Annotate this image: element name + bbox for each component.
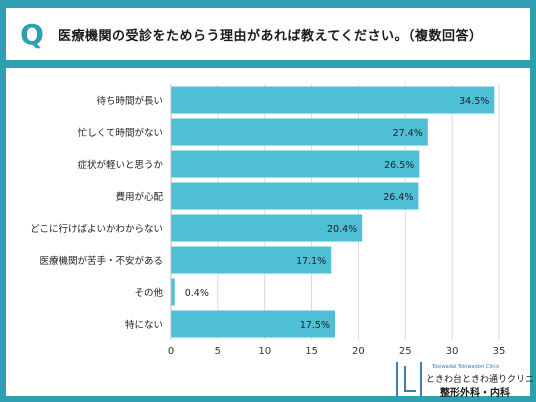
x-tick-label: 25: [399, 346, 412, 357]
chart-title: 医療機関の受診をためらう理由があれば教えてください。（複数回答）: [58, 28, 483, 44]
x-tick-label: 5: [215, 346, 221, 357]
bar: [171, 246, 332, 274]
bar: [171, 214, 363, 242]
value-label: 26.5%: [384, 160, 414, 171]
category-label: どこに行けばよいかわからない: [30, 223, 163, 235]
x-tick-label: 35: [493, 346, 506, 357]
x-tick-label: 10: [258, 346, 271, 357]
value-label: 17.5%: [300, 320, 330, 331]
value-label: 17.1%: [296, 256, 326, 267]
clinic-name: ときわ台ときわ通りクリニック: [426, 375, 536, 385]
clinic-department: 整形外科・内科: [440, 388, 510, 399]
x-tick-label: 0: [168, 346, 174, 357]
x-tick-label: 15: [305, 346, 318, 357]
category-label: その他: [134, 287, 163, 299]
bar: [171, 182, 419, 210]
bar: [171, 310, 335, 338]
clinic-name-en: Tokiwadai Tokiwadori Clinic: [432, 364, 500, 370]
category-label: 費用が心配: [115, 191, 163, 203]
category-label: 症状が軽いと思うか: [77, 159, 163, 171]
bar: [171, 118, 428, 146]
bar: [171, 278, 175, 306]
clinic-logo: Tokiwadai Tokiwadori Clinic ときわ台ときわ通りクリニ…: [396, 362, 536, 402]
category-label: 待ち時間が長い: [96, 95, 163, 107]
header-panel: Q 医療機関の受診をためらう理由があれば教えてください。（複数回答）: [6, 8, 530, 60]
x-tick-label: 30: [446, 346, 459, 357]
value-label: 27.4%: [393, 128, 423, 139]
category-label: 忙しくて時間がない: [78, 127, 163, 139]
x-tick-label: 20: [352, 346, 365, 357]
value-label: 26.4%: [383, 192, 413, 203]
bar: [171, 150, 420, 178]
value-label: 0.4%: [185, 288, 209, 299]
category-label: 特にない: [125, 319, 163, 331]
question-mark: Q: [20, 17, 44, 51]
category-label: 医療機関が苦手・不安がある: [39, 255, 163, 267]
clinic-logo-icon: [396, 362, 422, 396]
bar: [171, 86, 495, 114]
value-label: 34.5%: [459, 96, 489, 107]
header-bar: Q 医療機関の受診をためらう理由があれば教えてください。（複数回答）: [0, 0, 536, 68]
value-label: 20.4%: [327, 224, 357, 235]
